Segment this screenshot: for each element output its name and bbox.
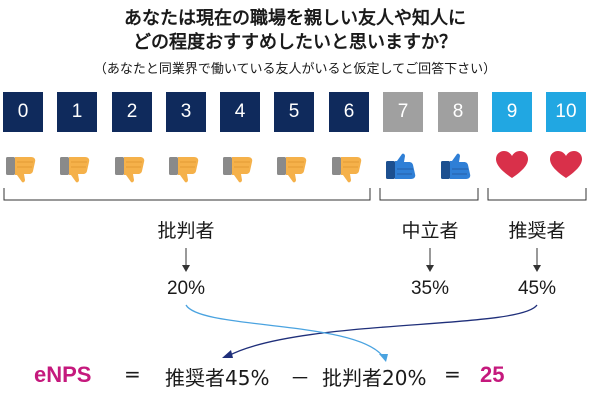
question-line-1: あなたは現在の職場を親しい友人や知人に	[124, 8, 466, 29]
detractor-label: 批判者	[157, 220, 215, 242]
minus-sign: －	[290, 366, 310, 390]
question-note: （あなたと同業界で働いている友人がいると仮定してご回答下さい）	[93, 62, 497, 77]
enps-result: 25	[480, 362, 505, 387]
promoter-arrow	[533, 248, 541, 272]
score-box-5: 5	[274, 92, 314, 132]
passive-bracket	[379, 188, 479, 201]
score-box-9: 9	[492, 92, 532, 132]
enps-label: eNPS	[34, 362, 92, 387]
score-box-1: 1	[57, 92, 97, 132]
score-box-4: 4	[220, 92, 260, 132]
thumbs-up-icon	[383, 145, 423, 185]
score-box-2: 2	[112, 92, 152, 132]
detractor-bracket	[3, 188, 371, 201]
promoter-curve-arrowhead	[222, 350, 233, 358]
thumbs-up-icon	[438, 145, 478, 185]
score-box-7: 7	[383, 92, 423, 132]
promoter-to-formula-curve	[227, 304, 538, 357]
detractor-curve-arrowhead	[379, 354, 388, 362]
thumbs-down-icon	[57, 145, 97, 185]
promoter-term: 推奨者45%	[165, 366, 270, 390]
heart-icon	[492, 145, 532, 185]
question-line-2: どの程度おすすめしたいと思いますか？	[133, 32, 457, 53]
passive-percent: 35%	[410, 278, 450, 299]
thumbs-down-icon	[329, 145, 369, 185]
equals-sign-1: =	[124, 362, 141, 386]
thumbs-down-icon	[112, 145, 152, 185]
detractor-term: 批判者20%	[322, 366, 427, 390]
passive-label: 中立者	[401, 220, 459, 242]
score-box-10: 10	[546, 92, 586, 132]
promoter-percent: 45%	[517, 278, 557, 299]
thumbs-down-icon	[220, 145, 260, 185]
promoter-label: 推奨者	[508, 220, 566, 242]
score-box-6: 6	[329, 92, 369, 132]
passive-arrow	[426, 248, 434, 272]
score-box-8: 8	[438, 92, 478, 132]
detractor-percent: 20%	[166, 278, 206, 299]
equals-sign-2: =	[444, 362, 461, 386]
detractor-arrow	[182, 248, 190, 272]
thumbs-down-icon	[3, 145, 43, 185]
heart-icon	[546, 145, 586, 185]
thumbs-down-icon	[274, 145, 314, 185]
score-box-0: 0	[3, 92, 43, 132]
detractor-to-formula-curve	[185, 304, 385, 359]
promoter-bracket	[487, 188, 587, 201]
score-box-3: 3	[166, 92, 206, 132]
thumbs-down-icon	[166, 145, 206, 185]
